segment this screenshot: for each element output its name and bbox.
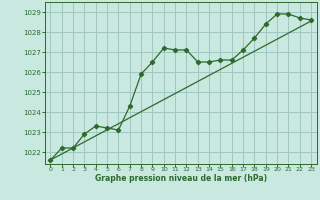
X-axis label: Graphe pression niveau de la mer (hPa): Graphe pression niveau de la mer (hPa) (95, 174, 267, 183)
